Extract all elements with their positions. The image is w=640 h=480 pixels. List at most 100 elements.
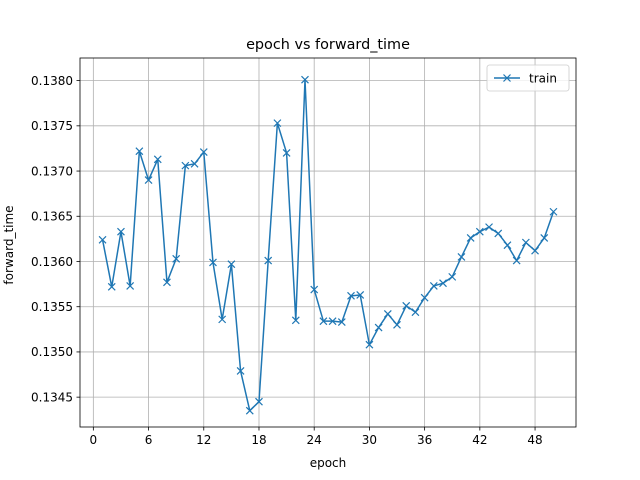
point-marker-stroke xyxy=(503,241,512,250)
point-marker-stroke xyxy=(236,367,245,375)
data-point xyxy=(365,340,374,349)
grid xyxy=(80,58,576,427)
point-marker-stroke xyxy=(107,282,116,291)
data-point xyxy=(107,282,116,291)
data-point xyxy=(264,256,273,265)
data-point xyxy=(374,323,383,332)
data-point xyxy=(521,238,530,247)
point-marker-stroke xyxy=(190,159,199,168)
data-point xyxy=(227,260,236,269)
data-point xyxy=(172,254,181,263)
data-point xyxy=(503,241,512,250)
x-tick-label: 30 xyxy=(362,433,377,447)
plot-frame xyxy=(79,57,577,428)
data-point xyxy=(236,367,245,375)
point-marker-stroke xyxy=(209,258,217,267)
point-marker-stroke xyxy=(135,147,144,156)
y-axis-label: forward_time xyxy=(2,205,16,284)
data-point xyxy=(347,291,355,300)
y-tick-label: 0.1345 xyxy=(31,390,73,404)
axes: 0 6 12 18 24 30 36 42 48 0.1345 0.1350 0.1355 0.1360… xyxy=(31,57,577,447)
point-marker-stroke xyxy=(181,161,190,170)
point-marker-stroke xyxy=(540,234,549,242)
point-marker-stroke xyxy=(98,235,107,244)
point-marker-stroke xyxy=(319,317,328,326)
x-tick-label: 12 xyxy=(196,433,211,447)
data-point xyxy=(117,227,125,236)
data-point xyxy=(466,234,475,242)
point-marker-stroke xyxy=(439,279,447,288)
data-point xyxy=(485,223,493,232)
data-point xyxy=(494,229,503,238)
data-point xyxy=(540,234,549,242)
point-marker-stroke xyxy=(264,256,273,265)
data-point xyxy=(549,207,558,216)
data-point xyxy=(163,278,171,287)
point-marker-stroke xyxy=(328,317,337,326)
data-point xyxy=(411,308,420,317)
legend: train xyxy=(486,64,570,92)
point-marker-stroke xyxy=(245,406,254,415)
y-tick-label: 0.1380 xyxy=(31,74,73,88)
point-marker-stroke xyxy=(485,223,493,232)
point-marker-stroke xyxy=(172,254,181,263)
data-point xyxy=(190,159,199,168)
data-point xyxy=(448,272,457,281)
point-marker-stroke xyxy=(144,176,153,185)
data-point xyxy=(301,75,309,84)
point-marker-stroke xyxy=(273,119,282,128)
plot-area xyxy=(98,75,558,415)
point-marker-stroke xyxy=(521,238,530,247)
x-tick-label: 0 xyxy=(90,433,98,447)
point-marker-stroke xyxy=(365,340,374,349)
data-point xyxy=(282,149,291,157)
point-marker-stroke xyxy=(374,323,383,332)
point-marker-stroke xyxy=(163,278,171,287)
data-point xyxy=(153,155,162,164)
data-point xyxy=(218,315,227,324)
point-marker-stroke xyxy=(310,285,319,294)
point-marker-stroke xyxy=(218,315,227,324)
point-marker-stroke xyxy=(411,308,420,317)
data-point xyxy=(273,119,282,128)
chart-title: epoch vs forward_time xyxy=(246,37,410,53)
data-point xyxy=(310,285,319,294)
point-marker-stroke xyxy=(531,246,539,255)
point-marker-stroke xyxy=(227,260,236,269)
y-tick-label: 0.1360 xyxy=(31,255,73,269)
legend-label: train xyxy=(529,71,557,85)
data-point xyxy=(457,253,466,261)
point-marker-stroke xyxy=(512,256,521,265)
data-point xyxy=(135,147,144,156)
point-marker-stroke xyxy=(337,318,346,327)
data-point xyxy=(144,176,153,185)
point-marker-stroke xyxy=(429,281,438,290)
data-point xyxy=(439,279,447,288)
x-tick-label: 42 xyxy=(472,433,487,447)
point-marker-stroke xyxy=(291,316,300,325)
point-marker-stroke xyxy=(356,291,365,299)
point-marker-stroke xyxy=(466,234,475,242)
point-marker-stroke xyxy=(301,75,309,84)
point-marker-stroke xyxy=(255,397,263,406)
point-marker-stroke xyxy=(282,149,291,157)
legend-marker xyxy=(503,74,511,82)
data-point xyxy=(319,317,328,326)
data-point xyxy=(209,258,217,267)
data-point xyxy=(126,281,135,290)
point-marker-stroke xyxy=(117,227,125,236)
point-marker-stroke xyxy=(448,272,457,281)
data-point xyxy=(420,293,429,302)
point-marker-stroke xyxy=(199,148,208,156)
y-tick-label: 0.1355 xyxy=(31,300,73,314)
x-tick-label: 36 xyxy=(417,433,432,447)
point-marker-stroke xyxy=(549,207,558,216)
legend-box xyxy=(486,64,570,92)
data-point xyxy=(402,301,411,310)
data-point xyxy=(181,161,190,170)
data-point xyxy=(429,281,438,290)
data-point xyxy=(255,397,263,406)
data-point xyxy=(393,320,401,329)
data-point xyxy=(328,317,337,326)
